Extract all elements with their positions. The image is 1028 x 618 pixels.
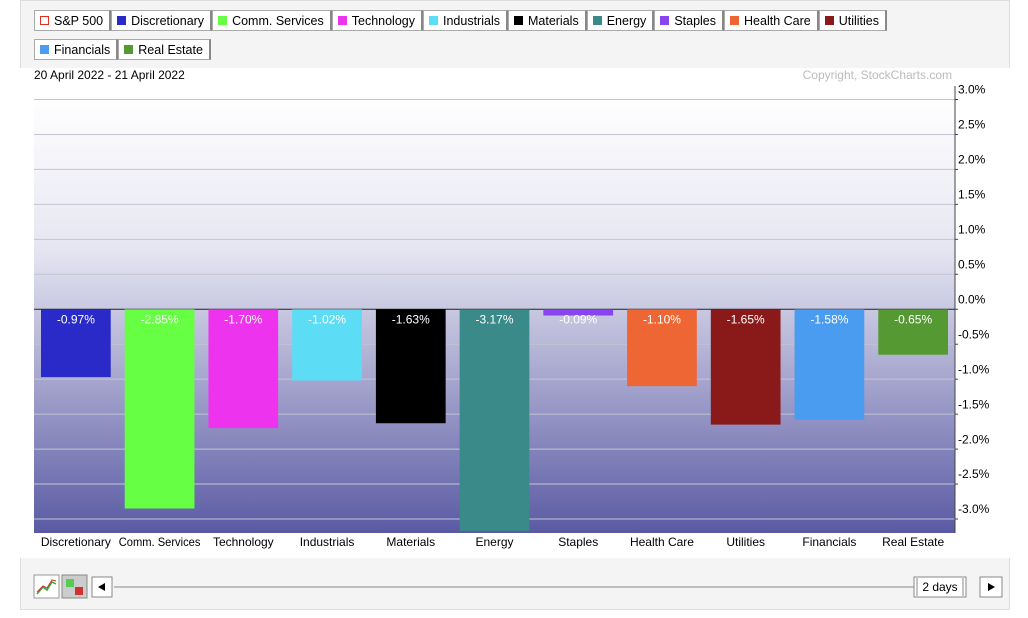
- bar-icon: [66, 579, 74, 587]
- legend-label: Technology: [351, 13, 415, 28]
- legend-swatch: [40, 16, 49, 25]
- legend-label: S&P 500: [54, 13, 104, 28]
- legend-item[interactable]: Health Care: [724, 10, 819, 31]
- value-label: -3.17%: [475, 312, 513, 326]
- value-label: -1.02%: [308, 312, 346, 326]
- legend-label: Staples: [674, 13, 717, 28]
- legend-item[interactable]: Technology: [331, 10, 423, 31]
- legend-swatch: [592, 16, 602, 25]
- controls: 2 days: [33, 574, 1003, 599]
- x-tick-label: Staples: [558, 535, 598, 549]
- x-tick-label: Industrials: [300, 535, 355, 549]
- period-box[interactable]: [913, 576, 967, 598]
- legend-item[interactable]: Utilities: [818, 10, 888, 31]
- legend-swatch: [824, 16, 834, 25]
- date-range: 20 April 2022 - 21 April 2022: [34, 68, 185, 82]
- bar: [710, 309, 781, 425]
- legend-item[interactable]: Energy: [586, 10, 655, 31]
- bar: [459, 309, 530, 531]
- y-tick-label: 2.5%: [958, 118, 986, 132]
- x-tick-label: Utilities: [726, 535, 765, 549]
- y-tick-label: -1.0%: [958, 362, 990, 376]
- x-tick-label: Discretionary: [41, 535, 111, 549]
- value-label: -1.63%: [392, 312, 430, 326]
- legend-label: Materials: [527, 13, 579, 28]
- bar: [124, 309, 195, 509]
- y-tick-label: -1.5%: [958, 397, 990, 411]
- x-tick-label: Comm. Services: [119, 535, 201, 549]
- legend-label: Comm. Services: [232, 13, 324, 28]
- legend-label: Discretionary: [131, 13, 205, 28]
- value-label: -0.97%: [57, 312, 95, 326]
- x-tick-label: Energy: [475, 535, 513, 549]
- value-label: -2.85%: [141, 312, 179, 326]
- legend-swatch: [730, 16, 740, 25]
- legend-label: Energy: [606, 13, 647, 28]
- legend-item[interactable]: Industrials: [423, 10, 508, 31]
- legend-label: Financials: [54, 42, 111, 57]
- legend-item[interactable]: Financials: [34, 39, 119, 60]
- legend-label: Health Care: [744, 13, 811, 28]
- y-tick-label: 2.0%: [958, 153, 986, 167]
- y-tick-label: -2.5%: [958, 467, 990, 481]
- y-tick-label: 0.0%: [958, 292, 986, 306]
- bar: [878, 309, 948, 355]
- y-tick-label: 1.0%: [958, 223, 986, 237]
- legend-swatch: [513, 16, 523, 25]
- legend-item[interactable]: Materials: [507, 10, 587, 31]
- legend-swatch: [117, 16, 127, 25]
- bar: [292, 309, 362, 381]
- bar: [41, 309, 111, 378]
- line-icon: [36, 579, 57, 593]
- legend-item[interactable]: Discretionary: [111, 10, 213, 31]
- value-label: -1.70%: [224, 312, 262, 326]
- value-label: -1.65%: [727, 312, 765, 326]
- y-tick-label: -0.5%: [958, 327, 990, 341]
- arrow-icon: [98, 583, 105, 591]
- legend-swatch: [40, 45, 49, 54]
- y-tick-label: -3.0%: [958, 502, 990, 516]
- bar: [543, 309, 614, 316]
- value-label: -1.10%: [643, 312, 681, 326]
- x-tick-label: Technology: [213, 535, 274, 549]
- legend-label: Real Estate: [138, 42, 203, 57]
- line-view-button[interactable]: [33, 574, 60, 599]
- bar-icon: [75, 587, 83, 595]
- value-label: -0.65%: [894, 312, 932, 326]
- legend-item[interactable]: Comm. Services: [212, 10, 332, 31]
- y-tick-label: 3.0%: [958, 83, 986, 97]
- bar: [208, 309, 279, 429]
- arrow-icon: [988, 583, 995, 591]
- y-tick-label: -2.0%: [958, 432, 990, 446]
- legend-item[interactable]: S&P 500: [34, 10, 112, 31]
- bar: [627, 309, 697, 387]
- legend: S&P 500 Discretionary Comm. Services Techno…: [34, 10, 929, 60]
- line-icon: [36, 581, 57, 595]
- x-tick-label: Health Care: [630, 535, 694, 549]
- legend-swatch: [337, 16, 347, 25]
- bar: [794, 309, 865, 420]
- y-tick-label: 1.5%: [958, 188, 986, 202]
- legend-swatch: [660, 16, 670, 25]
- bar: [375, 309, 446, 424]
- x-tick-label: Real Estate: [882, 535, 944, 549]
- legend-item[interactable]: Real Estate: [118, 39, 211, 60]
- value-label: -0.09%: [559, 312, 597, 326]
- bar-view-button[interactable]: [61, 574, 88, 599]
- legend-swatch: [429, 16, 438, 25]
- copyright: Copyright, StockCharts.com: [803, 68, 952, 82]
- value-label: -1.58%: [810, 312, 848, 326]
- period-label: 2 days: [922, 580, 957, 594]
- legend-label: Industrials: [443, 13, 500, 28]
- y-tick-label: 0.5%: [958, 257, 986, 271]
- x-tick-label: Financials: [802, 535, 856, 549]
- x-tick-label: Materials: [386, 535, 435, 549]
- legend-swatch: [218, 16, 228, 25]
- legend-item[interactable]: Staples: [654, 10, 725, 31]
- legend-label: Utilities: [838, 13, 880, 28]
- legend-swatch: [124, 45, 134, 54]
